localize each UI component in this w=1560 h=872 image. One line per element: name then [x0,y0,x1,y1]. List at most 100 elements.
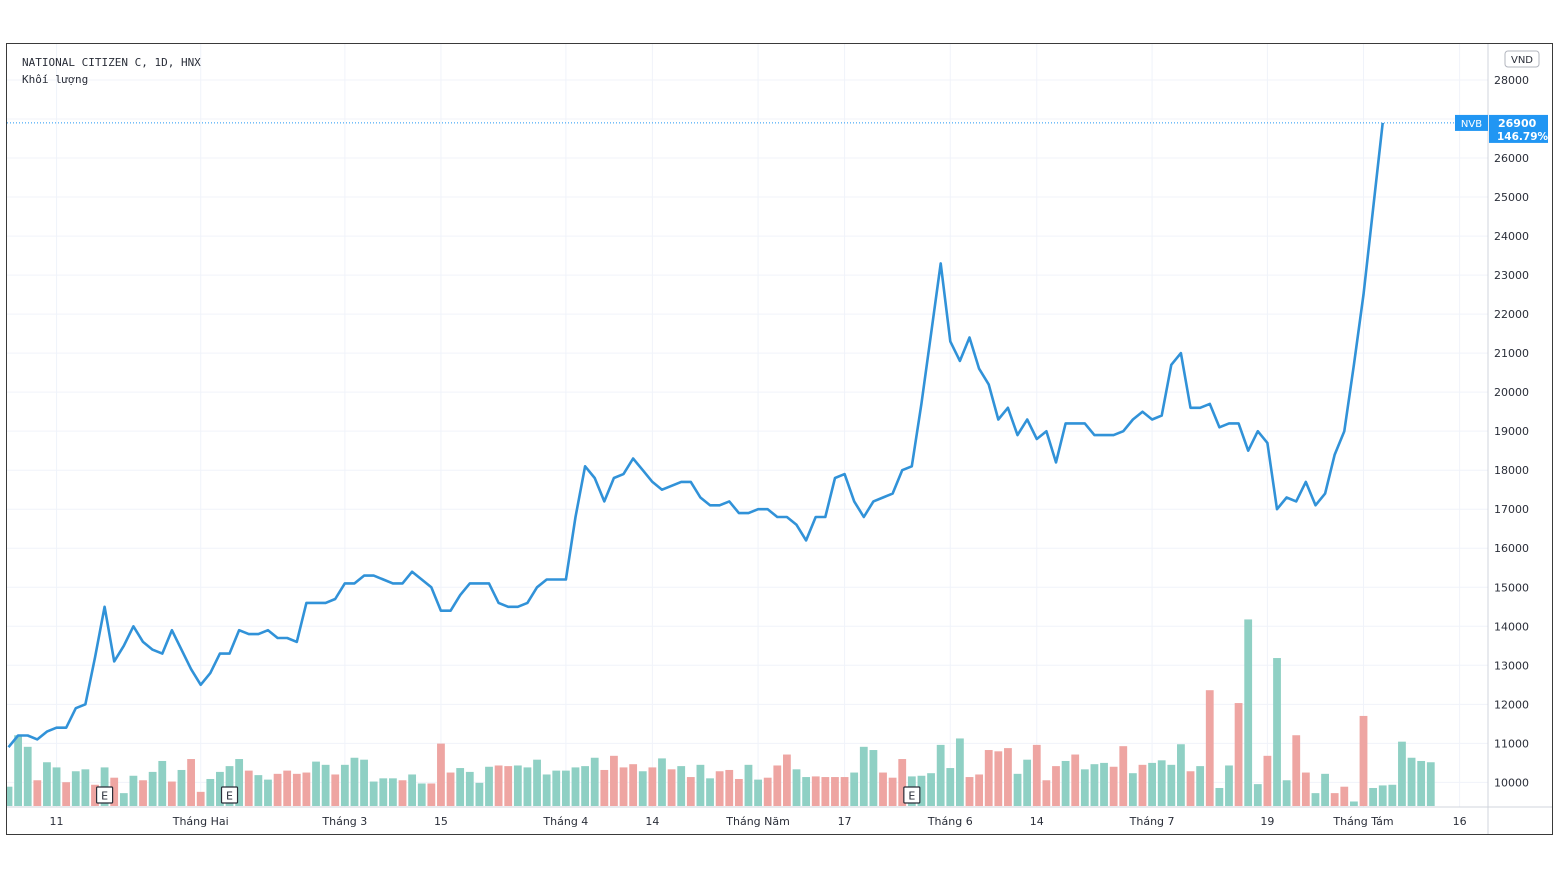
volume-bar [725,769,734,806]
volume-bar [389,778,397,806]
volume-bar [235,759,244,806]
x-tick-label: 19 [1260,815,1274,828]
volume-bar [513,765,522,806]
volume-bar [898,759,907,806]
y-axis: 10000 11000 12000 13000 14000 15000 16000 17000… [1494,74,1529,789]
volume-bar [821,777,830,806]
volume-bar [936,744,945,806]
volume-bar [1282,780,1291,806]
legend-volume[interactable]: Khối lượng [22,73,89,86]
volume-bar [177,769,186,806]
volume-bar [7,786,13,806]
earnings-marker[interactable] [220,786,239,804]
volume-bar [571,767,580,806]
x-tick-label: 17 [838,815,852,828]
volume-bar [1023,759,1032,806]
volume-bar [561,770,570,806]
x-tick-label: 11 [50,815,64,828]
volume-bar [158,760,167,806]
volume-bar [1398,741,1406,806]
volume-bar [206,778,215,806]
earnings-marker-label: E [101,790,108,803]
y-tick-label: 18000 [1494,464,1529,477]
volume-bar [504,766,513,806]
x-tick-label: Tháng 3 [321,815,367,828]
volume-bar [23,746,32,806]
volume-bar [1109,766,1118,806]
volume-bar [975,774,984,806]
volume-bar [638,771,647,806]
volume-bar [456,768,465,806]
y-tick-label: 10000 [1494,776,1529,789]
earnings-marker[interactable] [903,786,921,804]
volume-bar [879,772,887,806]
x-tick-label: Tháng Hai [172,815,229,828]
volume-bar [994,751,1003,806]
volume-bar [1330,793,1339,806]
volume-bar [408,774,417,806]
volume-bar [1157,760,1166,806]
volume-bar [1042,780,1051,806]
volume-bar [417,783,426,806]
volume-bar [706,778,714,806]
volume-bar [494,765,503,806]
volume-bar [71,771,80,806]
y-tick-label: 28000 [1494,74,1529,87]
earnings-marker[interactable] [95,786,114,804]
volume-bar [715,771,724,806]
y-tick-label: 14000 [1494,620,1529,633]
y-tick-label: 23000 [1494,269,1529,282]
volume-bar [744,764,753,806]
volume-bar [1177,744,1185,806]
ticker-label: NVB [1461,119,1482,130]
volume-bar [1244,619,1253,806]
volume-bar [1292,735,1301,806]
volume-bar [955,738,964,806]
x-tick-label: 14 [645,815,659,828]
volume-bar [523,767,532,806]
volume-bar [1311,793,1320,806]
volume-bar [610,755,618,806]
legend-symbol[interactable]: NATIONAL CITIZEN C, 1D, HNX [22,56,201,69]
volume-bar [552,770,561,806]
volume-bar [1359,715,1368,806]
volume-bar [1407,757,1416,806]
volume-bar [1263,755,1272,806]
volume-bar [888,777,897,806]
currency-label: VND [1511,55,1533,66]
volume-bar [1388,784,1397,806]
volume-bar [1090,764,1099,806]
volume-bar [542,774,551,806]
volume-bar [244,770,253,806]
volume-bar [1340,786,1349,806]
volume-bar [859,746,868,806]
currency-badge[interactable]: VND [1504,50,1540,68]
volume-bar [1234,703,1243,806]
volume-bar [398,780,407,806]
volume-bar [1128,773,1137,806]
volume-bar [677,766,686,806]
volume-bar [667,769,676,806]
y-tick-label: 26000 [1494,152,1529,165]
y-tick-label: 17000 [1494,503,1529,516]
volume-bar [273,773,282,806]
volume-bar [187,759,195,806]
volume-bar [965,777,974,806]
volume-bar [225,766,234,806]
volume-bar [437,743,445,806]
x-tick-label: 16 [1453,815,1467,828]
y-tick-label: 15000 [1494,581,1529,594]
y-tick-label: 16000 [1494,542,1529,555]
volume-bar [1186,771,1195,806]
volume-bar [984,750,993,806]
volume-bar [590,757,599,806]
volume-bar [1273,658,1281,806]
earnings-marker-label: E [908,790,915,803]
y-tick-label: 22000 [1494,308,1529,321]
volume-bar [1138,764,1147,806]
volume-bar [1378,785,1387,806]
volume-bar [811,776,820,806]
